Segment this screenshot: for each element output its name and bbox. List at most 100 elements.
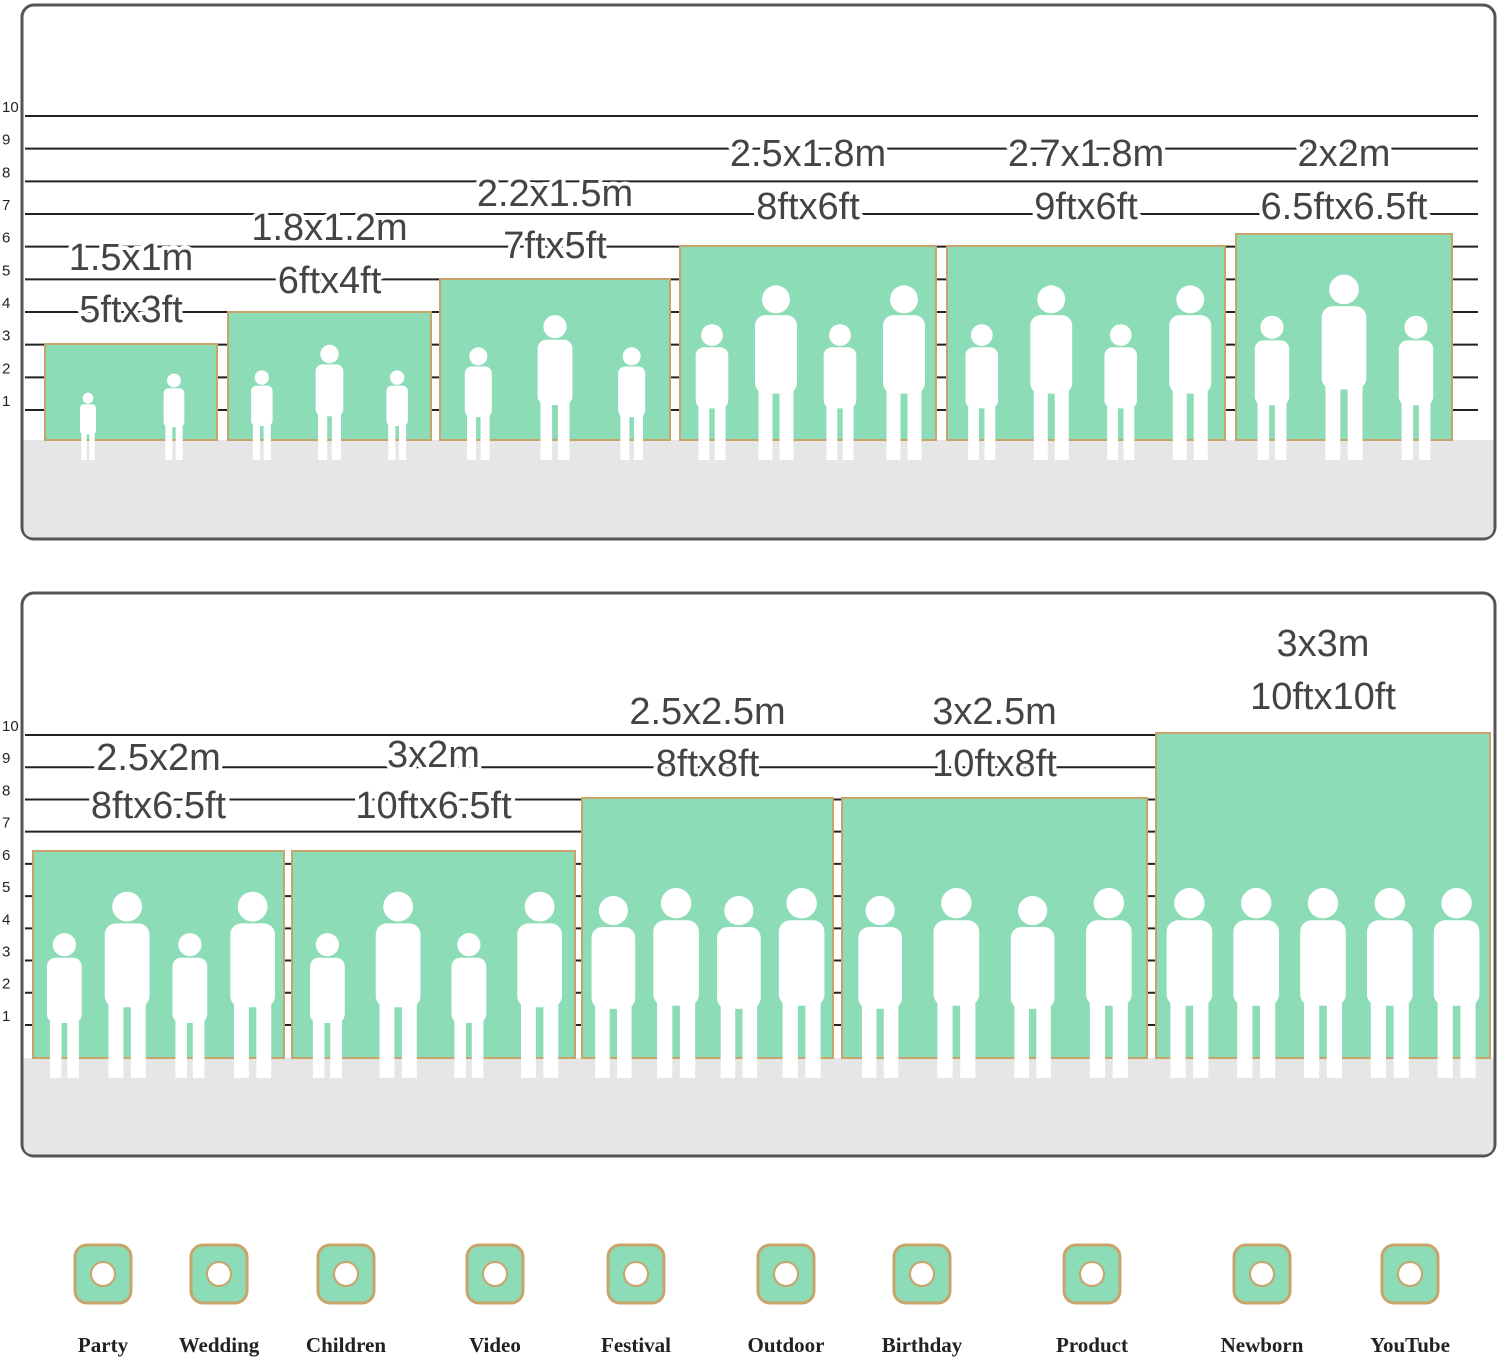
silhouette xyxy=(861,1005,877,1078)
silhouette xyxy=(480,414,490,460)
silhouette xyxy=(175,425,183,460)
silhouette xyxy=(742,1005,758,1078)
panel: 1 2 3 4 5 6 7 8 9 10 2.5x2m 8ftx6.5ft 3x2m 10ftx6.5ft… xyxy=(2,591,1497,1158)
silhouette xyxy=(451,957,487,1023)
size-imperial: 10ftx8ft xyxy=(932,743,1057,785)
silhouette xyxy=(1170,1002,1186,1078)
silhouette xyxy=(398,424,407,460)
silhouette xyxy=(1441,888,1472,919)
scale-label: 5 xyxy=(2,879,10,896)
silhouette xyxy=(524,891,555,922)
use-icon-detail xyxy=(90,1261,116,1287)
backdrop xyxy=(44,343,218,460)
silhouette xyxy=(886,390,901,460)
use-label: Children xyxy=(306,1333,386,1357)
scale-label: 2 xyxy=(2,360,10,377)
silhouette xyxy=(779,390,794,460)
silhouette xyxy=(907,390,922,460)
silhouette xyxy=(1260,1002,1276,1078)
use-item: YouTube xyxy=(1370,1243,1450,1357)
silhouette xyxy=(653,920,699,1006)
use-label: Party xyxy=(78,1333,129,1357)
silhouette xyxy=(1172,390,1187,460)
floor xyxy=(23,1058,1494,1155)
silhouette xyxy=(167,373,181,388)
silhouette xyxy=(1014,1005,1029,1078)
silhouette xyxy=(842,405,854,460)
silhouette xyxy=(254,370,270,385)
size-imperial: 10ftx6.5ft xyxy=(355,785,512,827)
use-label: Festival xyxy=(601,1333,671,1357)
silhouette xyxy=(633,414,643,460)
silhouette xyxy=(1370,1002,1386,1078)
use-item: Wedding xyxy=(179,1243,260,1357)
silhouette xyxy=(984,405,996,460)
backdrop xyxy=(581,797,834,1078)
silhouette xyxy=(1193,390,1208,460)
silhouette xyxy=(1260,315,1284,339)
silhouette xyxy=(724,896,754,926)
scale-label: 3 xyxy=(2,944,10,961)
silhouette xyxy=(1241,888,1272,919)
use-icon-detail xyxy=(206,1261,232,1287)
silhouette xyxy=(1169,315,1212,394)
backdrop xyxy=(679,245,937,460)
silhouette xyxy=(1093,888,1125,919)
silhouette xyxy=(937,1002,953,1078)
silhouette xyxy=(1104,347,1138,409)
scale-label: 1 xyxy=(2,393,10,410)
silhouette xyxy=(320,344,339,364)
silhouette xyxy=(1036,1005,1051,1078)
silhouette xyxy=(330,1020,342,1078)
use-icon-detail xyxy=(1397,1261,1423,1287)
silhouette xyxy=(540,402,553,460)
use-icon-detail xyxy=(1249,1261,1275,1287)
silhouette xyxy=(1176,285,1205,314)
silhouette xyxy=(379,1003,395,1078)
silhouette xyxy=(1086,920,1132,1006)
silhouette xyxy=(1460,1002,1476,1078)
silhouette xyxy=(82,392,94,404)
use-label: Outdoor xyxy=(747,1333,824,1357)
size-metric: 3x2.5m xyxy=(932,691,1057,733)
silhouette xyxy=(595,1005,610,1078)
silhouette xyxy=(375,923,421,1008)
use-label: YouTube xyxy=(1370,1333,1450,1357)
silhouette xyxy=(1257,402,1270,460)
scale-label: 5 xyxy=(2,262,10,279)
silhouette xyxy=(112,891,143,922)
use-icon-detail xyxy=(333,1261,359,1287)
use-icon-detail xyxy=(482,1261,508,1287)
silhouette xyxy=(543,315,567,339)
use-item: Birthday xyxy=(882,1243,963,1357)
backdrop-cloth xyxy=(44,343,218,441)
scale-label: 6 xyxy=(2,847,10,864)
silhouette xyxy=(1329,274,1359,305)
silhouette xyxy=(1274,402,1287,460)
backdrop xyxy=(1235,233,1453,460)
silhouette xyxy=(1325,385,1341,460)
silhouette xyxy=(108,1003,124,1078)
silhouette xyxy=(858,926,902,1009)
size-metric: 3x2m xyxy=(387,734,480,776)
scale-label: 1 xyxy=(2,1008,10,1025)
size-metric: 2x2m xyxy=(1298,133,1391,175)
size-metric: 2.5x2m xyxy=(96,737,221,779)
silhouette xyxy=(467,414,477,460)
silhouette xyxy=(679,1002,696,1078)
silhouette xyxy=(81,433,87,460)
silhouette xyxy=(701,324,723,346)
silhouette xyxy=(469,347,488,366)
silhouette xyxy=(620,414,630,460)
size-metric: 2.5x2.5m xyxy=(629,691,785,733)
scale-label: 10 xyxy=(2,718,19,735)
size-metric: 2.2x1.5m xyxy=(477,173,633,215)
scale-label: 3 xyxy=(2,328,10,345)
silhouette xyxy=(233,1003,249,1078)
size-metric: 1.8x1.2m xyxy=(251,207,407,249)
silhouette xyxy=(543,1003,559,1078)
silhouette xyxy=(1054,390,1069,460)
silhouette xyxy=(309,957,345,1023)
size-metric: 3x3m xyxy=(1277,623,1370,665)
